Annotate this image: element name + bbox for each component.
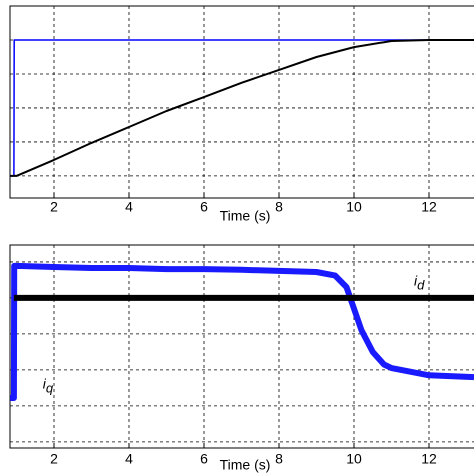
x-tick-label: 6 xyxy=(200,199,208,215)
annotation-text: i xyxy=(414,272,418,288)
x-tick-label: 6 xyxy=(200,451,208,467)
x-tick-label: 4 xyxy=(125,451,133,467)
x-tick-label: 8 xyxy=(275,199,283,215)
x-tick-label: 4 xyxy=(125,199,133,215)
x-tick-label: 12 xyxy=(421,451,437,467)
x-axis-label: Time (s) xyxy=(220,457,271,473)
plot-frame xyxy=(9,244,474,449)
x-axis-label: Time (s) xyxy=(220,208,271,224)
annotation-subscript: q xyxy=(46,381,54,396)
x-tick-label: 10 xyxy=(346,199,362,215)
annotation-subscript: d xyxy=(417,278,425,293)
data-line xyxy=(10,262,474,401)
data-line xyxy=(10,39,474,177)
x-tick-label: 2 xyxy=(50,199,58,215)
annotation: iq xyxy=(43,375,54,396)
annotation: id xyxy=(414,272,425,293)
data-line xyxy=(10,39,474,177)
x-tick-label: 12 xyxy=(421,199,437,215)
x-tick-label: 2 xyxy=(50,451,58,467)
annotation-text: i xyxy=(43,375,47,391)
x-tick-label: 10 xyxy=(346,451,362,467)
x-tick-label: 8 xyxy=(275,451,283,467)
plot-frame xyxy=(9,5,474,199)
